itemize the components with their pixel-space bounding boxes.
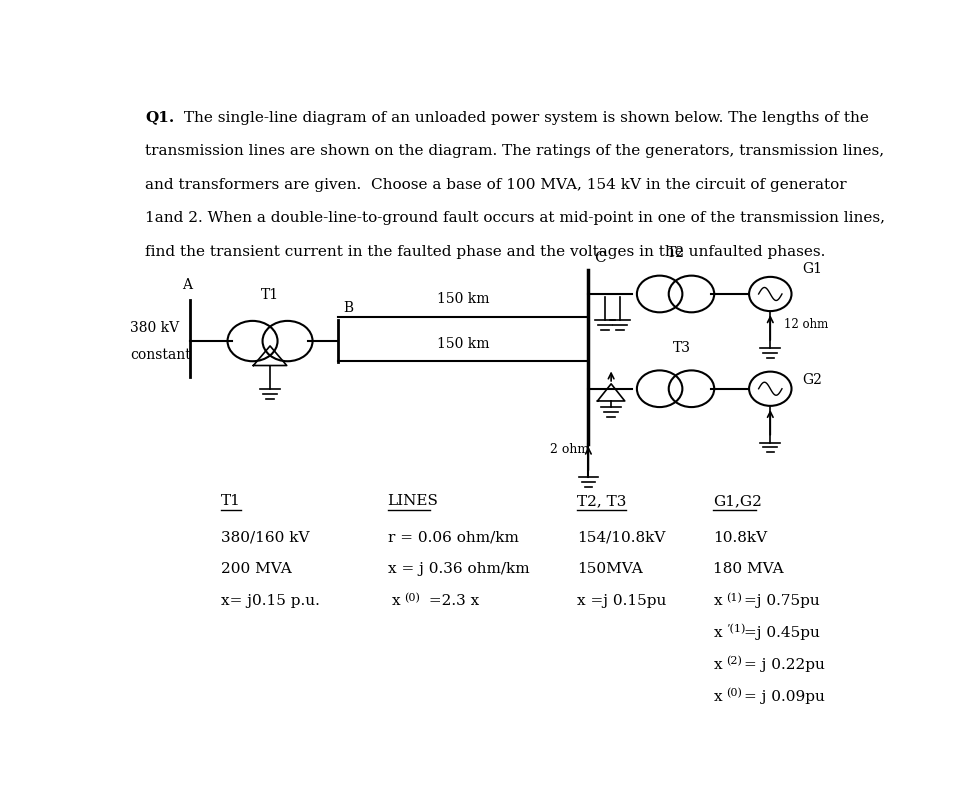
Text: LINES: LINES bbox=[387, 494, 438, 508]
Text: 380 kV: 380 kV bbox=[130, 321, 179, 334]
Text: T3: T3 bbox=[672, 341, 690, 355]
Text: x =j 0.15pu: x =j 0.15pu bbox=[576, 594, 665, 608]
Text: 1and 2. When a double-line-to-ground fault occurs at mid-point in one of the tra: 1and 2. When a double-line-to-ground fau… bbox=[145, 211, 884, 225]
Text: 2 ohm: 2 ohm bbox=[549, 443, 588, 456]
Text: x: x bbox=[713, 626, 721, 640]
Text: (0): (0) bbox=[404, 592, 420, 603]
Text: x: x bbox=[713, 657, 721, 672]
Text: G1: G1 bbox=[801, 261, 822, 276]
Text: 380/160 kV: 380/160 kV bbox=[221, 530, 309, 545]
Text: G2: G2 bbox=[801, 373, 821, 387]
Text: and transformers are given.  Choose a base of 100 MVA, 154 kV in the circuit of : and transformers are given. Choose a bas… bbox=[145, 178, 846, 192]
Text: find the transient current in the faulted phase and the voltages in the unfaulte: find the transient current in the faulte… bbox=[145, 245, 825, 259]
Text: 10.8kV: 10.8kV bbox=[713, 530, 767, 545]
Text: 200 MVA: 200 MVA bbox=[221, 562, 291, 576]
Text: (2): (2) bbox=[726, 656, 742, 666]
Text: A: A bbox=[182, 278, 191, 292]
Text: =j 0.45pu: =j 0.45pu bbox=[743, 626, 819, 640]
Text: = j 0.22pu: = j 0.22pu bbox=[743, 657, 824, 672]
Text: T2: T2 bbox=[666, 246, 684, 260]
Text: x: x bbox=[713, 689, 721, 703]
Text: r = 0.06 ohm/km: r = 0.06 ohm/km bbox=[387, 530, 518, 545]
Text: 154/10.8kV: 154/10.8kV bbox=[576, 530, 664, 545]
Text: =2.3 x: =2.3 x bbox=[423, 594, 479, 608]
Text: constant: constant bbox=[130, 348, 191, 361]
Text: 150MVA: 150MVA bbox=[576, 562, 642, 576]
Text: T2, T3: T2, T3 bbox=[576, 494, 625, 508]
Text: 150 km: 150 km bbox=[437, 292, 489, 306]
Text: Q1.: Q1. bbox=[145, 110, 174, 125]
Text: transmission lines are shown on the diagram. The ratings of the generators, tran: transmission lines are shown on the diag… bbox=[145, 145, 883, 158]
Text: T1: T1 bbox=[261, 288, 278, 303]
Text: =j 0.75pu: =j 0.75pu bbox=[743, 594, 819, 608]
Text: ’(1): ’(1) bbox=[726, 624, 744, 634]
Text: The single-line diagram of an unloaded power system is shown below. The lengths : The single-line diagram of an unloaded p… bbox=[179, 110, 869, 125]
Text: 180 MVA: 180 MVA bbox=[713, 562, 784, 576]
Text: 150 km: 150 km bbox=[437, 337, 489, 351]
Text: x: x bbox=[713, 594, 721, 608]
Text: = j 0.09pu: = j 0.09pu bbox=[743, 689, 824, 703]
Text: (1): (1) bbox=[726, 592, 742, 603]
Text: x= j0.15 p.u.: x= j0.15 p.u. bbox=[221, 594, 319, 608]
Text: B: B bbox=[343, 301, 354, 314]
Text: T1: T1 bbox=[221, 494, 240, 508]
Text: G1,G2: G1,G2 bbox=[713, 494, 761, 508]
Text: C: C bbox=[593, 251, 605, 265]
Text: 12 ohm: 12 ohm bbox=[784, 318, 828, 331]
Text: x = j 0.36 ohm/km: x = j 0.36 ohm/km bbox=[387, 562, 529, 576]
Text: x: x bbox=[391, 594, 400, 608]
Text: (0): (0) bbox=[726, 688, 742, 698]
